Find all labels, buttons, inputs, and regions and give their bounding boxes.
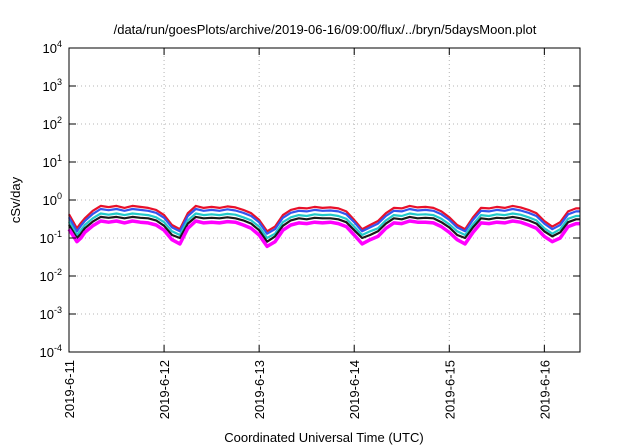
y-axis-label: cSv/day [8,176,23,223]
x-axis-label: Coordinated Universal Time (UTC) [224,430,423,445]
x-tick-label: 2019-6-15 [442,360,457,419]
x-tick-label: 2019-6-16 [537,360,552,419]
series-line-3 [68,212,580,240]
chart-title: /data/run/goesPlots/archive/2019-06-16/0… [114,22,537,37]
x-tick-label: 2019-6-13 [252,360,267,419]
series-line-4 [68,215,580,243]
x-tick-label: 2019-6-14 [347,360,362,419]
series-line-2 [68,207,580,235]
series-layer [67,204,580,249]
x-tick-label: 2019-6-11 [62,360,77,418]
series-line-5 [67,219,580,249]
series-line-1 [68,204,580,233]
grid [69,48,580,352]
x-tick-label: 2019-6-12 [157,360,172,419]
x-axis: 2019-6-11 2019-6-12 2019-6-13 2019-6-14 2019… [62,48,552,419]
